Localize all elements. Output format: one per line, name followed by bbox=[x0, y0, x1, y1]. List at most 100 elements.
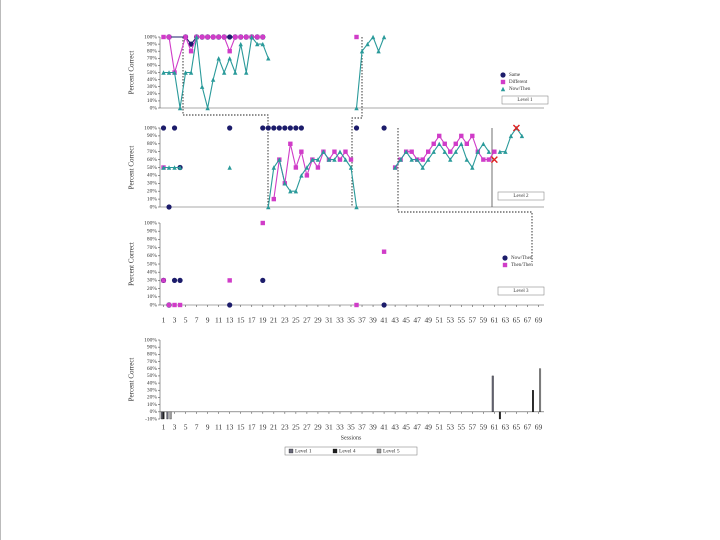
point bbox=[266, 56, 271, 61]
point bbox=[315, 165, 321, 170]
x-tick-label: 53 bbox=[447, 316, 455, 325]
x-tick-label: 47 bbox=[413, 423, 421, 432]
x-tick-label: 63 bbox=[502, 316, 510, 325]
point bbox=[459, 141, 464, 146]
point bbox=[348, 165, 354, 170]
point bbox=[271, 196, 276, 202]
point bbox=[265, 125, 271, 131]
y-tick-label: 20% bbox=[147, 286, 158, 292]
point bbox=[161, 34, 166, 40]
point bbox=[348, 157, 354, 162]
point bbox=[293, 165, 299, 170]
y-tick-label: 10% bbox=[147, 196, 158, 202]
point bbox=[260, 277, 266, 283]
point bbox=[172, 302, 177, 308]
point bbox=[354, 204, 359, 210]
point bbox=[426, 157, 431, 162]
point bbox=[414, 157, 420, 162]
note-label: Level 2 bbox=[513, 194, 529, 199]
x-tick-label: 65 bbox=[513, 423, 521, 432]
y-tick-label: 70% bbox=[147, 359, 158, 365]
point bbox=[227, 49, 232, 54]
point bbox=[255, 34, 260, 40]
x-tick-label: 13 bbox=[226, 423, 234, 432]
point bbox=[188, 49, 194, 54]
x-tick-label: 55 bbox=[458, 423, 466, 432]
x-tick-label: 11 bbox=[215, 423, 222, 432]
bar bbox=[166, 411, 169, 420]
y-tick-label: 50% bbox=[147, 165, 158, 171]
y-tick-label: -10% bbox=[145, 416, 157, 422]
series-line bbox=[163, 35, 385, 109]
point bbox=[426, 149, 431, 154]
point bbox=[497, 149, 503, 154]
y-tick-label: 70% bbox=[147, 56, 158, 62]
point bbox=[216, 56, 221, 61]
x-tick-label: 25 bbox=[292, 423, 300, 432]
point bbox=[459, 133, 464, 139]
point bbox=[205, 105, 210, 111]
point bbox=[161, 278, 166, 283]
y-tick-label: 60% bbox=[147, 157, 158, 163]
x-tick-label: 43 bbox=[391, 316, 399, 325]
point bbox=[233, 70, 238, 75]
note-box bbox=[497, 191, 545, 201]
point bbox=[266, 204, 271, 210]
y-tick-label: 100% bbox=[144, 125, 157, 131]
x-tick-label: 65 bbox=[513, 316, 521, 325]
point bbox=[354, 302, 359, 308]
y-tick-label: 40% bbox=[147, 380, 158, 386]
x-tick-label: 27 bbox=[303, 316, 311, 325]
point bbox=[171, 277, 178, 283]
point bbox=[255, 41, 260, 47]
point bbox=[337, 149, 343, 154]
point bbox=[304, 165, 310, 170]
legend-label: Same bbox=[509, 73, 521, 78]
x-tick-label: 45 bbox=[402, 316, 410, 325]
point bbox=[160, 125, 167, 131]
point bbox=[227, 165, 232, 170]
legend-swatch bbox=[500, 72, 506, 78]
point bbox=[503, 149, 508, 154]
y-tick-label: 100% bbox=[144, 220, 157, 226]
point bbox=[210, 34, 216, 40]
bar bbox=[162, 411, 165, 420]
point bbox=[216, 34, 221, 40]
point bbox=[244, 34, 249, 40]
x-tick-label: 59 bbox=[480, 316, 488, 325]
point bbox=[299, 173, 304, 178]
point bbox=[299, 149, 304, 154]
x-tick-label: 39 bbox=[369, 423, 377, 432]
x-tick-label: 31 bbox=[325, 423, 333, 432]
point bbox=[353, 125, 360, 131]
x-tick-label: 9 bbox=[206, 423, 210, 432]
x-tick-label: 67 bbox=[524, 423, 532, 432]
point bbox=[260, 41, 265, 47]
point bbox=[171, 125, 178, 131]
x-tick-label: 39 bbox=[369, 316, 377, 325]
y-axis-label: Percent Correct bbox=[128, 242, 136, 286]
point bbox=[354, 105, 359, 111]
point bbox=[490, 156, 498, 164]
point bbox=[486, 149, 492, 154]
point bbox=[238, 34, 243, 40]
bar bbox=[498, 411, 501, 420]
point bbox=[409, 149, 414, 154]
x-tick-label: 11 bbox=[215, 316, 222, 325]
point bbox=[183, 34, 188, 40]
point bbox=[188, 70, 194, 75]
x-tick-label: 61 bbox=[491, 316, 499, 325]
point bbox=[260, 220, 265, 226]
x-tick-label: 17 bbox=[248, 316, 256, 325]
x-tick-label: 31 bbox=[325, 316, 333, 325]
y-tick-label: 0% bbox=[150, 302, 158, 308]
y-tick-label: 30% bbox=[147, 278, 158, 284]
point bbox=[442, 149, 447, 154]
note-box bbox=[501, 95, 549, 105]
point bbox=[166, 204, 172, 210]
x-tick-label: 45 bbox=[402, 423, 410, 432]
x-tick-label: 19 bbox=[259, 316, 267, 325]
point bbox=[282, 181, 288, 186]
x-tick-label: 53 bbox=[447, 423, 455, 432]
x-tick-label: 57 bbox=[469, 316, 477, 325]
